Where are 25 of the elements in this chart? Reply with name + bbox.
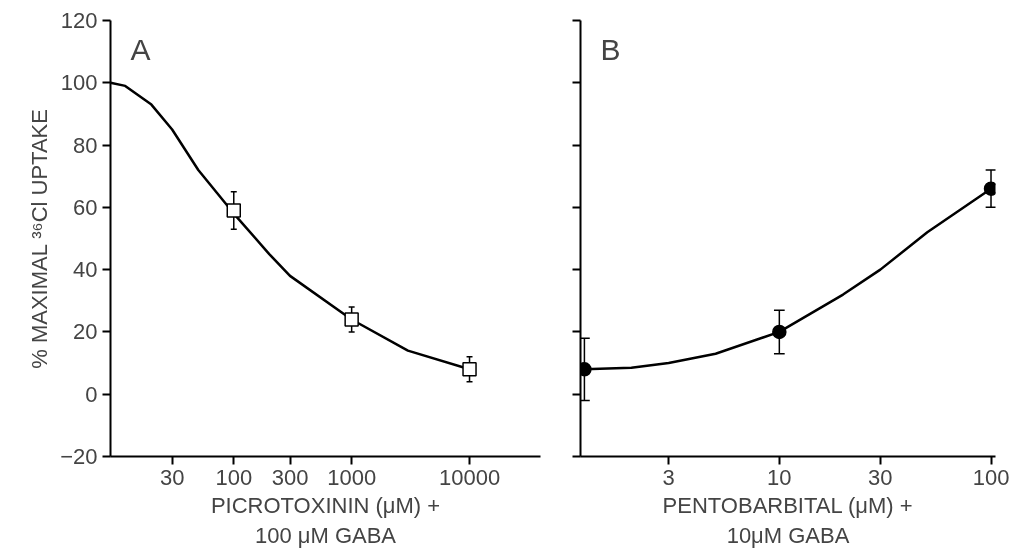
x-tick-label: 3 xyxy=(662,464,675,490)
y-tick-label: 20 xyxy=(73,319,98,345)
point xyxy=(462,362,477,377)
annotation: B xyxy=(600,32,621,66)
y-tick-label: 120 xyxy=(60,8,98,33)
y-axis-title: % MAXIMAL ³⁶Cl UPTAKE xyxy=(27,109,53,369)
y-tick-label: 100 xyxy=(60,70,98,96)
point xyxy=(344,312,359,327)
x-tick-label: 300 xyxy=(271,464,309,490)
x-tick-label: 10000 xyxy=(438,464,501,490)
y-tick-label: −20 xyxy=(60,444,98,469)
annotation: A xyxy=(130,32,151,66)
y-tick-label: 0 xyxy=(85,381,98,407)
x-axis-title: PICROTOXININ (μM) + 100 μM GABA xyxy=(210,492,441,548)
x-tick-label: 30 xyxy=(159,464,185,490)
x-tick-label: 100 xyxy=(215,464,253,490)
x-tick-label: 100 xyxy=(972,464,1010,490)
x-tick-label: 30 xyxy=(868,464,893,490)
y-tick-label: 80 xyxy=(73,132,98,158)
point xyxy=(226,203,242,218)
y-tick-label: 60 xyxy=(73,194,98,220)
x-axis-title: PENTOBARBITAL (μM) + 10μM GABA xyxy=(662,492,913,548)
y-tick-label: 40 xyxy=(73,257,98,283)
x-tick-label: 1000 xyxy=(327,464,377,490)
x-tick-label: 10 xyxy=(767,464,792,490)
